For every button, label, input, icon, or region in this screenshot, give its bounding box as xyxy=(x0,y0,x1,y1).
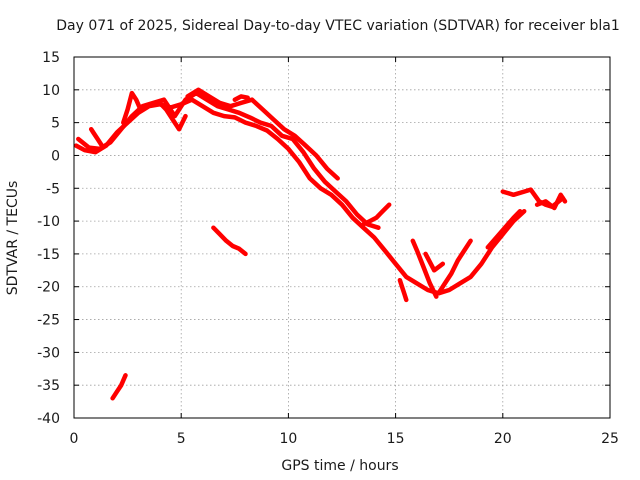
y-tick-label: -15 xyxy=(37,247,60,263)
series-short-descending-segment xyxy=(361,202,392,227)
series-short-top-segment xyxy=(232,94,250,102)
series-peak-spike-left xyxy=(121,90,143,125)
series-upper-trace xyxy=(185,87,340,181)
series-upper-rising-segment xyxy=(423,251,446,273)
x-axis-label: GPS time / hours xyxy=(281,458,398,474)
y-tick-label: -30 xyxy=(37,345,60,361)
series-v-trace-left xyxy=(410,238,439,299)
y-tick-label: 15 xyxy=(42,50,60,66)
series-rising-segment-end xyxy=(485,208,523,250)
x-tick-label: 20 xyxy=(494,431,512,447)
y-tick-label: -10 xyxy=(37,214,60,230)
grid-lines xyxy=(74,57,610,418)
series-small-bump-early xyxy=(88,126,105,148)
series-main-trace-b xyxy=(76,90,381,230)
series-dip-near-four xyxy=(157,100,188,132)
y-tick-label: -35 xyxy=(37,378,60,394)
x-tick-label: 0 xyxy=(70,431,79,447)
y-tick-label: 10 xyxy=(42,83,60,99)
y-tick-label: 5 xyxy=(51,116,60,132)
y-tick-label: -25 xyxy=(37,313,60,329)
series-drop-near-fifteen xyxy=(397,277,409,303)
x-tick-label: 25 xyxy=(601,431,619,447)
plot-frame xyxy=(73,56,611,419)
y-tick-label: 0 xyxy=(51,148,60,164)
tick-labels: 0 5 10 15 20 25 15 10 5 0 -5 -10 -15 -20 -25 -30 -35 -40 xyxy=(37,50,619,447)
y-tick-label: -5 xyxy=(46,181,60,197)
y-axis-label: SDTVAR / TECUs xyxy=(5,181,21,296)
series-isolated-mid-segment xyxy=(211,225,248,257)
data-series xyxy=(73,87,568,401)
x-tick-label: 5 xyxy=(177,431,186,447)
y-tick-label: -20 xyxy=(37,280,60,296)
series-isolated-low-segment xyxy=(110,373,128,401)
x-tick-label: 10 xyxy=(279,431,297,447)
series-v-trace-right xyxy=(436,238,473,296)
y-tick-label: -40 xyxy=(37,411,60,427)
chart-title: Day 071 of 2025, Sidereal Day-to-day VTE… xyxy=(56,18,619,34)
x-tick-label: 15 xyxy=(387,431,405,447)
series-late-cluster-tail xyxy=(534,192,568,211)
